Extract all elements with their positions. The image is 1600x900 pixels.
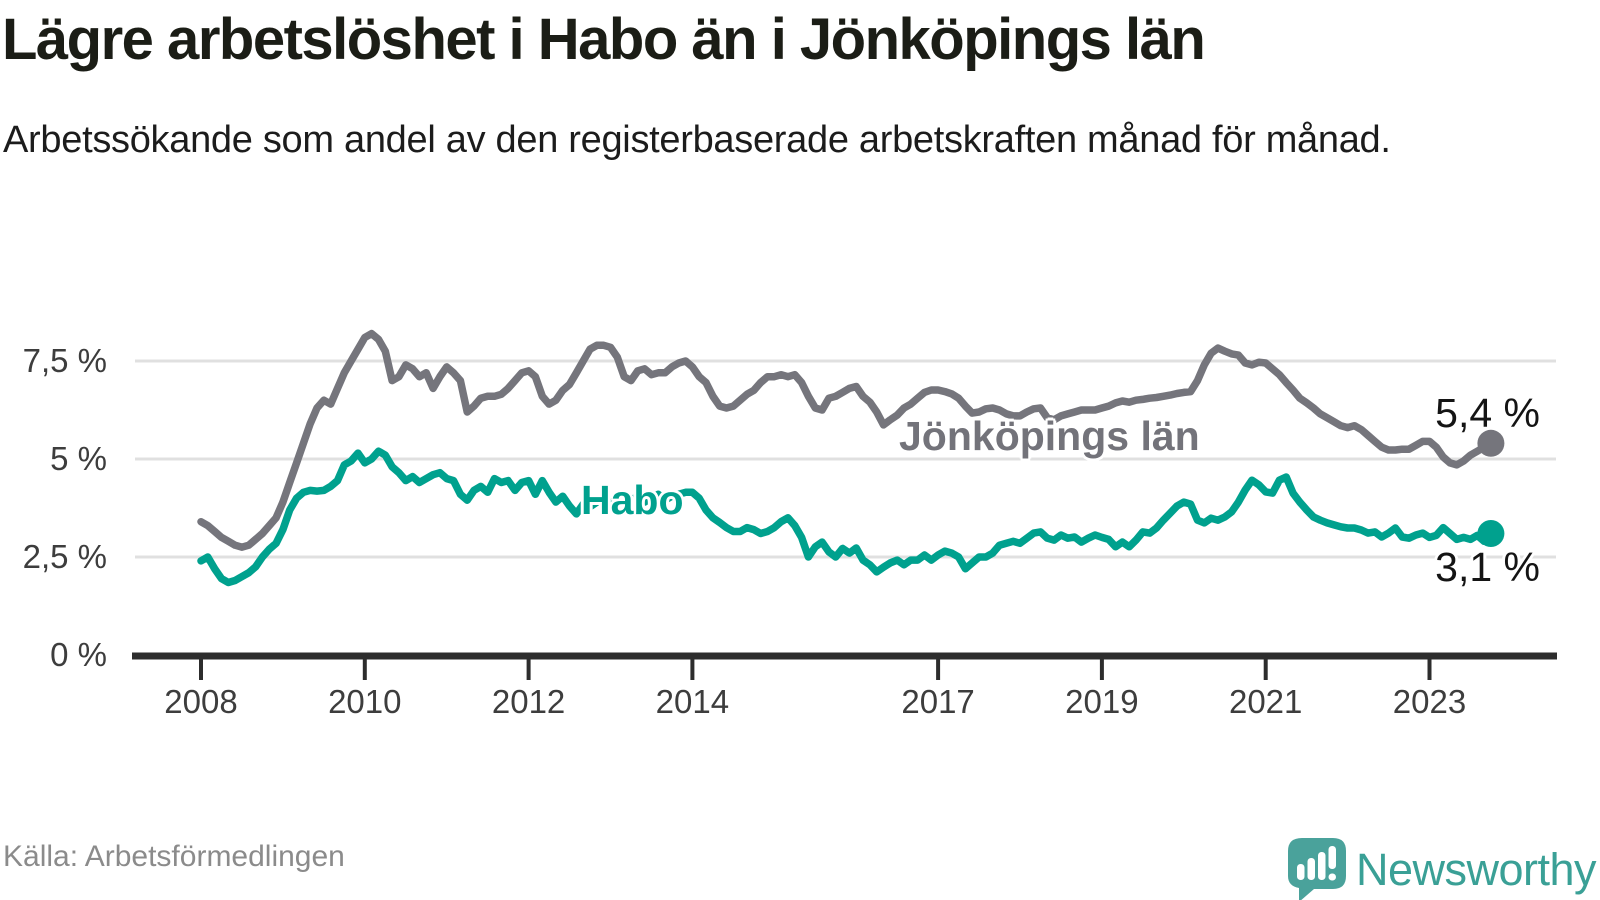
x-axis-label-2014: 2014 <box>655 683 730 720</box>
series-label-jonkopings-lan: Jönköpings län <box>899 413 1200 459</box>
value-label-habo: 3,1 % <box>1435 544 1540 590</box>
y-axis-label-2-5: 2,5 % <box>22 538 107 575</box>
y-axis-label-7-5: 7,5 % <box>22 342 107 379</box>
x-axis-label-2010: 2010 <box>328 683 402 720</box>
x-axis-label-2017: 2017 <box>901 683 975 720</box>
series-label-habo: Habo <box>581 477 684 523</box>
newsworthy-logo-icon <box>1288 838 1346 900</box>
value-label-jonkopings-lan: 5,4 % <box>1435 390 1540 436</box>
newsworthy-wordmark: Newsworthy <box>1356 844 1597 895</box>
chart-title: Lägre arbetslöshet i Habo än i Jönköping… <box>2 7 1206 72</box>
y-axis-label-0: 0 % <box>50 636 107 673</box>
x-axis-label-2021: 2021 <box>1228 683 1303 720</box>
series-line-j-nk-pings-l-n <box>197 329 1495 551</box>
source-note: Källa: Arbetsförmedlingen <box>3 840 345 873</box>
series-end-dot-habo <box>1477 520 1505 547</box>
x-axis-label-2008: 2008 <box>164 683 238 720</box>
x-axis-label-2019: 2019 <box>1065 683 1139 720</box>
series-line-habo <box>197 447 1495 587</box>
chart-subtitle: Arbetssökande som andel av den registerb… <box>3 119 1391 161</box>
series-end-dot-j-nk-pings-l-n <box>1477 429 1505 457</box>
x-axis-label-2012: 2012 <box>491 683 566 720</box>
x-axis-label-2023: 2023 <box>1392 683 1467 720</box>
y-axis-label-5: 5 % <box>50 440 107 477</box>
